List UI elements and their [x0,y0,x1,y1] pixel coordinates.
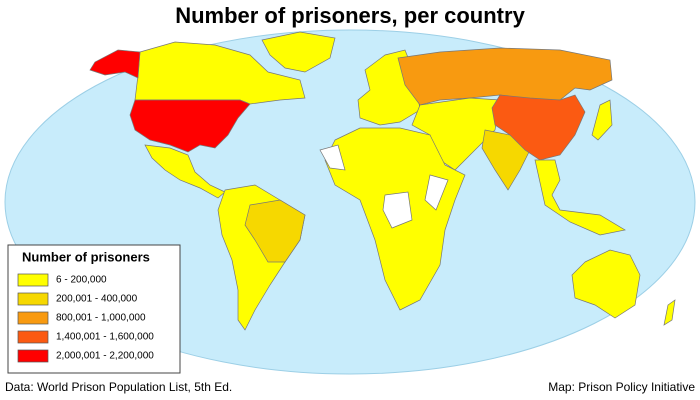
country [261,31,336,73]
country [411,97,501,171]
countries [89,31,676,331]
country [89,49,141,79]
country [244,199,306,263]
legend: Number of prisoners 6 - 200,000 200,001 -… [7,244,181,374]
legend-title: Number of prisoners [22,249,150,264]
country-no-data [319,144,346,171]
country [534,159,626,236]
country [397,47,613,106]
legend-swatch [17,349,49,363]
legend-swatch [17,292,49,306]
legend-label: 800,001 - 1,000,000 [56,313,146,324]
legend-swatch [17,330,49,344]
country-no-data [382,191,413,229]
legend-label: 1,400,001 - 1,600,000 [56,332,154,343]
country [571,249,641,319]
legend-label: 2,000,001 - 2,200,000 [56,351,154,362]
country [491,94,586,161]
footer-credit: Map: Prison Policy Initiative [548,380,695,394]
legend-swatch [17,273,49,287]
country [129,99,251,153]
legend-label: 200,001 - 400,000 [56,294,138,305]
legend-label: 6 - 200,000 [56,275,107,286]
legend-swatch [17,311,49,325]
footer-source: Data: World Prison Population List, 5th … [5,380,232,394]
country [591,99,613,141]
country [663,299,676,326]
country [144,144,226,199]
country-no-data [424,174,449,211]
map-title: Number of prisoners, per country [175,3,525,28]
